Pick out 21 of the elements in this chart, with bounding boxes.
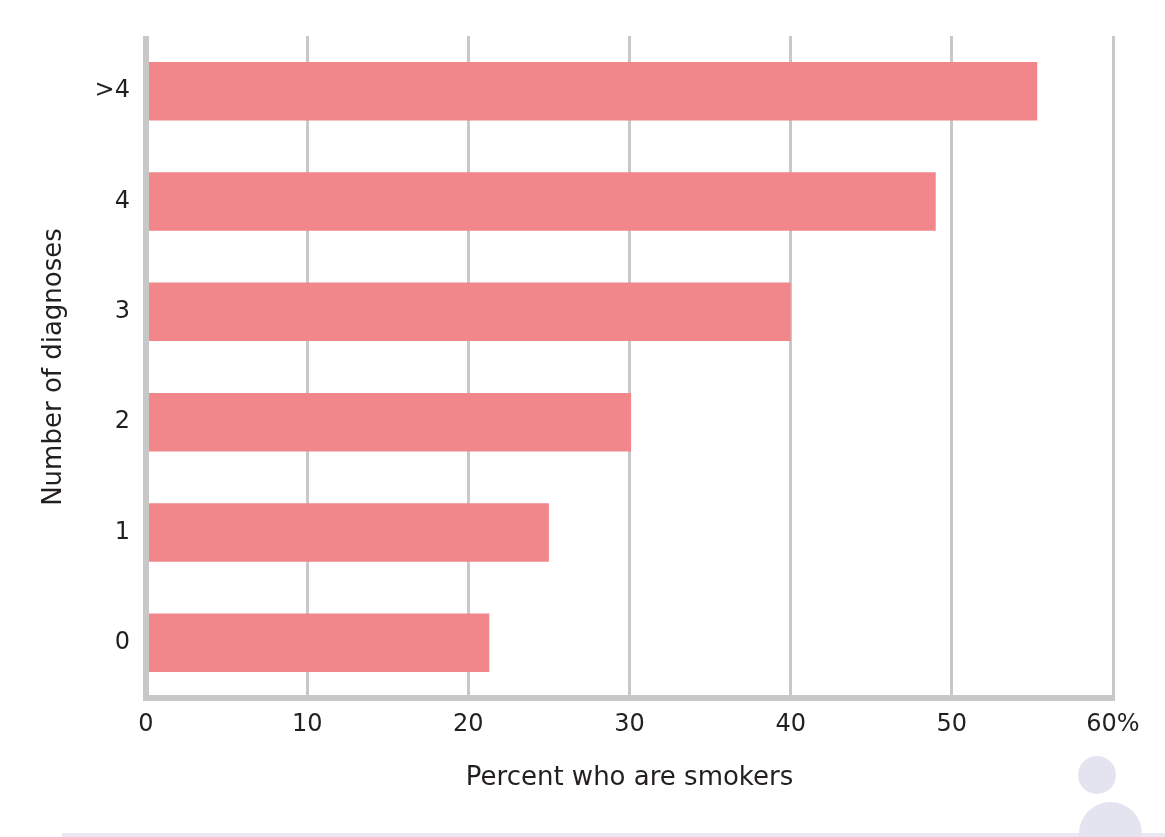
bar xyxy=(147,282,791,342)
y-tick-label: 4 xyxy=(114,185,130,214)
x-tick-label: 10 xyxy=(291,708,323,737)
y-tick-label: 2 xyxy=(114,406,130,435)
bar xyxy=(147,61,1038,121)
bar xyxy=(147,172,936,231)
bar xyxy=(147,613,490,673)
x-tick-label: 60% xyxy=(1086,708,1140,737)
x-tick-label: 30 xyxy=(614,708,645,737)
x-tick-label: 20 xyxy=(453,708,484,737)
x-tick-label: 40 xyxy=(775,708,806,737)
y-tick-label: 3 xyxy=(114,296,130,325)
y-tick-label: 0 xyxy=(114,627,130,656)
x-tick-label: 50 xyxy=(936,708,968,737)
y-axis-title: Number of diagnoses xyxy=(36,228,67,506)
bar xyxy=(147,503,549,562)
bar xyxy=(147,392,632,452)
y-tick-label: 1 xyxy=(114,516,130,545)
x-axis-title: Percent who are smokers xyxy=(465,760,794,791)
y-tick-label: >4 xyxy=(94,75,130,104)
x-tick-label: 0 xyxy=(138,708,154,737)
